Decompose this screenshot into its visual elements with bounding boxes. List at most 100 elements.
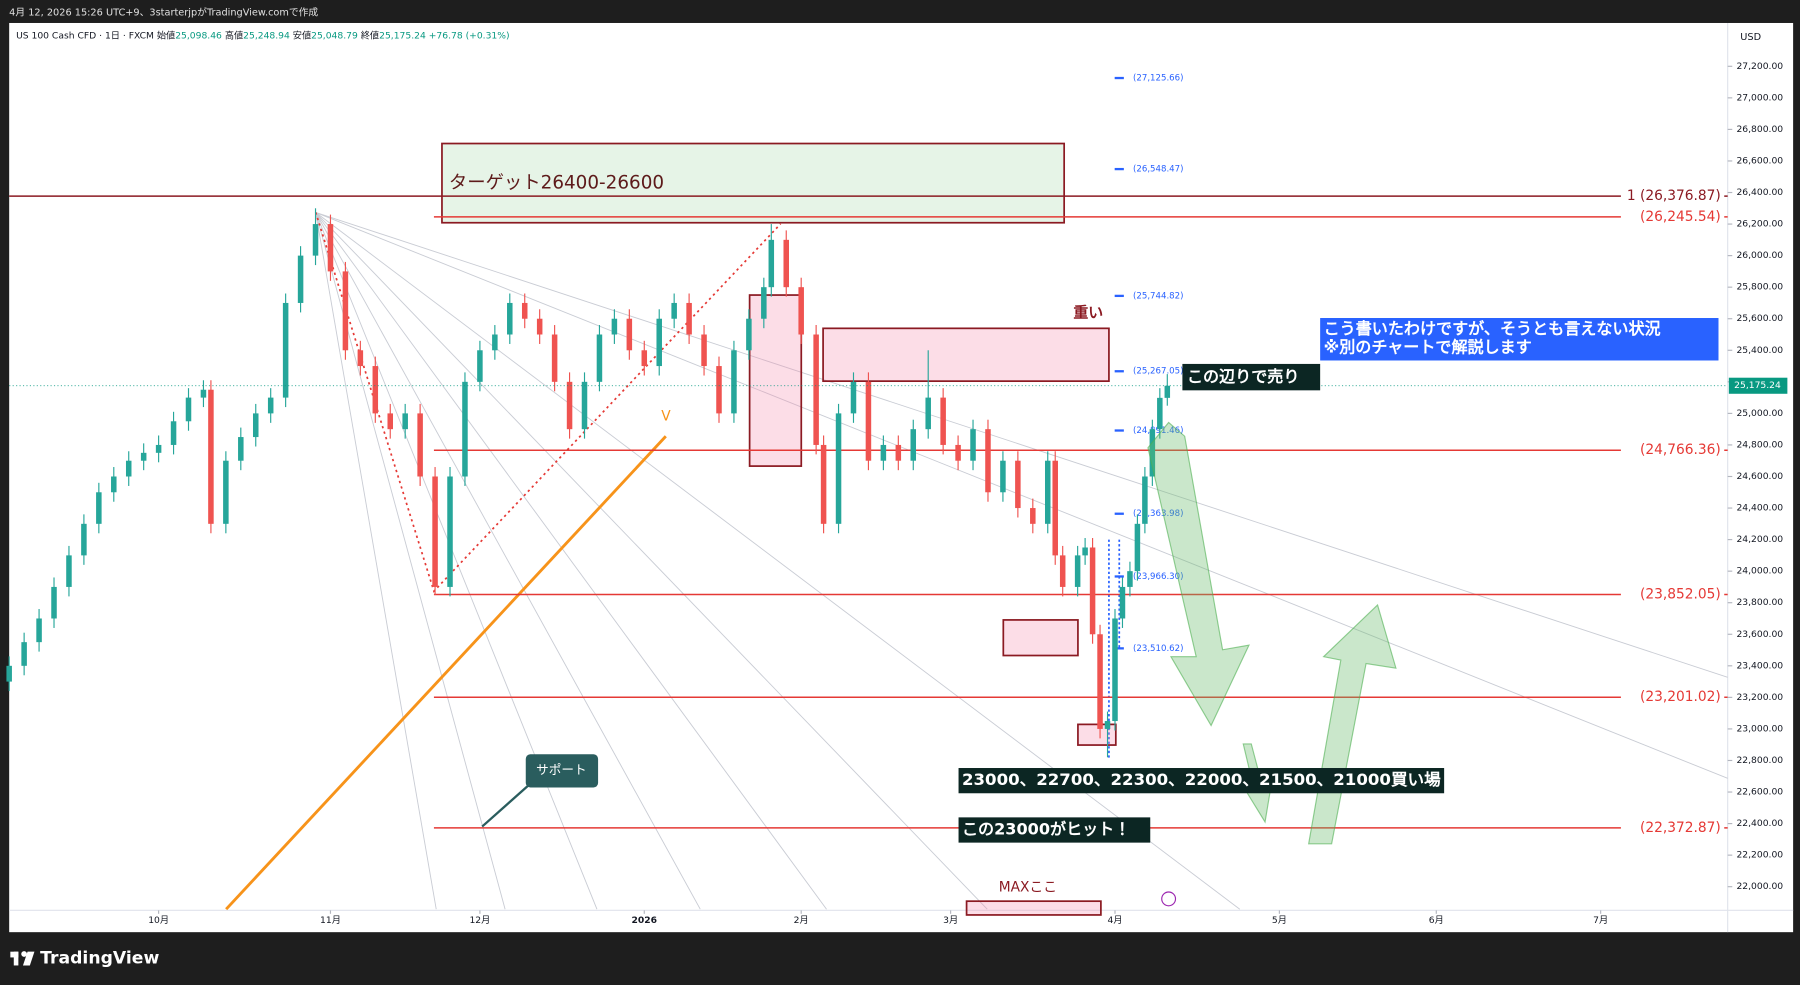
ohlc-label: 高値 bbox=[225, 29, 243, 41]
candle-body bbox=[835, 413, 842, 524]
candle-body bbox=[716, 366, 722, 414]
candle-body bbox=[185, 397, 192, 422]
heavy-text: 重い bbox=[1073, 303, 1103, 321]
candle-body bbox=[51, 586, 57, 619]
candle-body bbox=[432, 476, 438, 587]
y-tick-label: 22,800.00 bbox=[1736, 755, 1783, 766]
candle-body bbox=[656, 318, 662, 367]
fib-label: (27,125.66) bbox=[1133, 74, 1183, 84]
candle-body bbox=[1015, 460, 1021, 509]
candle-body bbox=[342, 271, 349, 351]
candle-body bbox=[761, 287, 767, 319]
y-tick-label: 22,200.00 bbox=[1736, 850, 1783, 861]
x-tick-label: 7月 bbox=[1593, 915, 1608, 926]
brand: TradingView bbox=[10, 949, 159, 969]
x-tick-label: 5月 bbox=[1272, 915, 1287, 926]
fan-line bbox=[315, 212, 701, 910]
y-tick-label: 23,200.00 bbox=[1736, 692, 1783, 703]
candle-body bbox=[910, 429, 917, 461]
candle-body bbox=[551, 334, 558, 382]
x-tick-label: 6月 bbox=[1429, 915, 1444, 926]
note-text: ※別のチャートで解説します bbox=[1324, 337, 1532, 356]
y-tick-label: 25,000.00 bbox=[1736, 408, 1783, 419]
note-text: こう書いたわけですが、そうとも言えない状況 bbox=[1324, 319, 1661, 338]
symbol-title: US 100 Cash CFD · 1日 · FXCM 始値25,098.46 … bbox=[16, 29, 510, 41]
dotted-zigzag bbox=[314, 212, 782, 593]
candle-body bbox=[813, 334, 819, 445]
currency: USD bbox=[1740, 32, 1761, 43]
candle-body bbox=[372, 366, 379, 414]
y-tick-label: 24,400.00 bbox=[1736, 503, 1783, 514]
levels: 1 (26,376.87) (26,245.54) (24,766.36) (23,8… bbox=[9, 74, 1728, 836]
candle-body bbox=[111, 476, 117, 493]
level-label-bg bbox=[1620, 188, 1725, 205]
candle-body bbox=[701, 334, 707, 367]
y-tick-label: 26,200.00 bbox=[1736, 219, 1783, 230]
candle-body bbox=[686, 302, 692, 335]
y-tick-label: 24,600.00 bbox=[1736, 471, 1783, 482]
candle-body bbox=[940, 397, 946, 445]
candle-body bbox=[1000, 460, 1006, 493]
candle-body bbox=[581, 381, 588, 430]
event-icon bbox=[1161, 891, 1177, 907]
candle-body bbox=[1082, 547, 1088, 556]
candle-body bbox=[1074, 555, 1081, 587]
x-tick-label: 11月 bbox=[320, 915, 341, 926]
candle-body bbox=[1164, 385, 1171, 398]
y-tick-label: 24,000.00 bbox=[1736, 566, 1783, 577]
candle-body bbox=[462, 381, 468, 477]
candle-body bbox=[731, 350, 737, 414]
y-tick-label: 22,000.00 bbox=[1736, 881, 1783, 892]
buy-text: 23000、22700、22300、22000、21500、21000買い場 bbox=[962, 770, 1441, 789]
ohlc-value: 25,175.24 bbox=[379, 30, 426, 41]
target-text: ターゲット26400-26600 bbox=[449, 173, 664, 194]
fib-label: (26,548.47) bbox=[1133, 165, 1183, 175]
level-label-bg bbox=[1620, 442, 1725, 459]
sell-box bbox=[1182, 363, 1321, 391]
candle-body bbox=[312, 224, 319, 256]
max-text: MAXここ bbox=[999, 879, 1057, 895]
fan-line bbox=[315, 212, 827, 910]
candle-body bbox=[402, 413, 408, 430]
x-tick-label: 2月 bbox=[794, 915, 809, 926]
candle-body bbox=[566, 381, 573, 430]
level-label: (24,766.36) bbox=[1640, 442, 1721, 458]
candle-body bbox=[783, 239, 789, 288]
sell-text: この辺りで売り bbox=[1187, 367, 1299, 386]
fib-label: (24,891.46) bbox=[1133, 426, 1183, 436]
y-tick-label: 26,000.00 bbox=[1736, 250, 1783, 261]
candle-body bbox=[895, 444, 902, 461]
candle-body bbox=[155, 444, 162, 453]
candle-body bbox=[1097, 634, 1103, 729]
x-tick-label: 12月 bbox=[469, 915, 490, 926]
last-price-box bbox=[1728, 377, 1788, 394]
level-label: 1 (26,376.87) bbox=[1627, 188, 1721, 204]
brand-text: TradingView bbox=[40, 949, 159, 969]
candle-body bbox=[327, 224, 334, 272]
candle-body bbox=[223, 460, 229, 524]
candle-body bbox=[880, 444, 887, 461]
ohlc-label: 終値 bbox=[361, 29, 379, 41]
candle-body bbox=[865, 381, 872, 461]
support-box bbox=[525, 754, 599, 788]
y-tick-label: 26,800.00 bbox=[1736, 124, 1783, 135]
level-label-bg bbox=[1620, 689, 1725, 706]
fan-line bbox=[315, 211, 1728, 678]
candle-body bbox=[536, 318, 543, 335]
y-tick-label: 27,200.00 bbox=[1736, 61, 1783, 72]
candle-body bbox=[1112, 618, 1118, 722]
ohlc-value: 25,048.79 bbox=[311, 30, 358, 41]
candle-body bbox=[297, 255, 304, 303]
y-tick-label: 24,800.00 bbox=[1736, 439, 1783, 450]
x-tick-label: 2026 bbox=[632, 915, 658, 926]
ohlc-value: 25,098.46 bbox=[175, 30, 222, 41]
candle-body bbox=[252, 413, 259, 438]
candle-body bbox=[1119, 586, 1126, 619]
candle-body bbox=[81, 523, 87, 556]
candle-body bbox=[746, 318, 752, 351]
y-tick-label: 22,600.00 bbox=[1736, 787, 1783, 798]
level-label: (22,372.87) bbox=[1640, 820, 1721, 836]
candle-body bbox=[1044, 460, 1051, 524]
buy-box bbox=[958, 768, 1445, 794]
